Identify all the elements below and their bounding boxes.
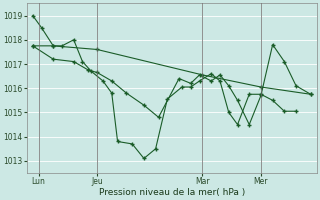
X-axis label: Pression niveau de la mer( hPa ): Pression niveau de la mer( hPa ) [99, 188, 245, 197]
